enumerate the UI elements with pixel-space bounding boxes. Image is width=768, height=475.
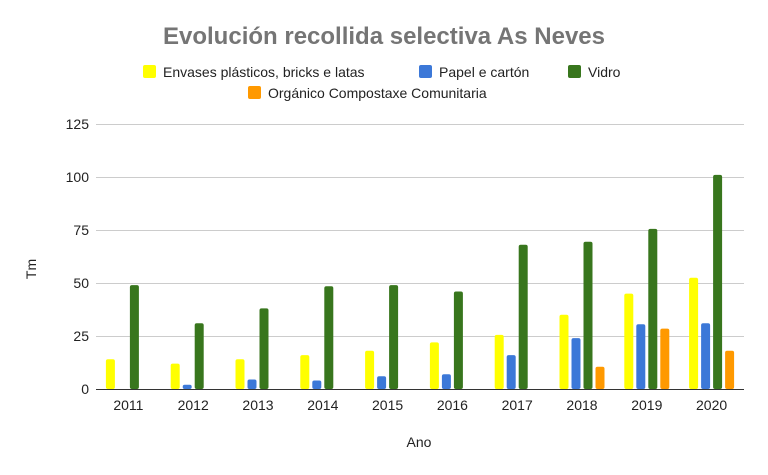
bar-envases-2017 [494,334,504,389]
legend-swatch-papel [419,65,432,78]
legend-swatch-vidro [568,65,581,78]
bar-envases-2016 [429,342,439,389]
bar-papel-2013 [247,379,257,389]
x-tick-label: 2016 [437,397,468,413]
bar-papel-2016 [441,374,451,389]
bar-vidro-2018 [583,241,593,389]
bar-vidro-2014 [324,286,334,389]
legend-label-envases: Envases plásticos, bricks e latas [163,64,365,80]
bar-orgánico-2018 [595,366,605,389]
legend-label-papel: Papel e cartón [439,64,529,80]
legend-label-organico: Orgánico Compostaxe Comunitaria [268,85,487,101]
x-tick-label: 2013 [242,397,273,413]
x-tick-label: 2018 [566,397,597,413]
bar-envases-2020 [689,277,699,389]
bar-envases-2019 [624,293,634,389]
bar-vidro-2017 [518,244,528,389]
bar-orgánico-2020 [725,350,735,389]
y-tick-label: 75 [73,222,89,238]
bar-papel-2014 [312,380,322,389]
y-tick-label: 100 [66,169,90,185]
bar-envases-2012 [170,363,180,389]
x-tick-label: 2011 [113,397,143,413]
x-tick-label: 2012 [178,397,209,413]
y-tick-label: 0 [81,381,89,397]
x-tick-label: 2014 [307,397,338,413]
gridlines [96,124,744,337]
legend-item-vidro: Vidro [568,64,621,80]
x-tick-label: 2015 [372,397,403,413]
bar-vidro-2016 [453,291,463,389]
bar-vidro-2012 [194,323,204,389]
bar-envases-2014 [300,355,310,389]
chart-title: Evolución recollida selectiva As Neves [163,23,605,50]
bar-papel-2015 [377,376,387,389]
legend-label-vidro: Vidro [588,64,621,80]
bar-vidro-2015 [389,285,399,389]
legend-swatch-organico [248,86,261,99]
bar-envases-2018 [559,314,569,389]
y-tick-label: 125 [66,116,90,132]
bars [105,174,735,389]
x-tick-label: 2017 [502,397,533,413]
bar-papel-2017 [506,355,516,389]
x-tick-label: 2020 [696,397,727,413]
y-tick-label: 50 [73,275,89,291]
bar-papel-2019 [636,324,646,389]
legend-item-envases: Envases plásticos, bricks e latas [143,64,365,80]
bar-papel-2020 [701,323,711,389]
bar-vidro-2013 [259,308,269,389]
bar-vidro-2019 [648,228,658,389]
x-axis-ticks: 2011 2012 2013 2014 2015 2016 2017 2018 2019 2020 [113,397,727,413]
bar-envases-2015 [365,350,375,389]
bar-envases-2011 [105,359,115,389]
x-tick-label: 2019 [631,397,662,413]
legend-item-organico: Orgánico Compostaxe Comunitaria [248,85,487,101]
bar-papel-2018 [571,338,581,389]
y-axis-ticks: 0 25 50 75 100 125 [66,116,90,397]
bar-orgánico-2019 [660,328,670,389]
chart-legend: Envases plásticos, bricks e latas Papel … [143,64,621,101]
bar-envases-2013 [235,359,245,389]
bar-papel-2012 [182,384,192,389]
legend-swatch-envases [143,65,156,78]
y-axis-title: Tm [23,259,39,279]
x-axis-title: Ano [407,434,432,450]
bar-vidro-2020 [713,174,723,389]
y-tick-label: 25 [73,328,89,344]
legend-item-papel: Papel e cartón [419,64,529,80]
bar-vidro-2011 [129,285,139,389]
